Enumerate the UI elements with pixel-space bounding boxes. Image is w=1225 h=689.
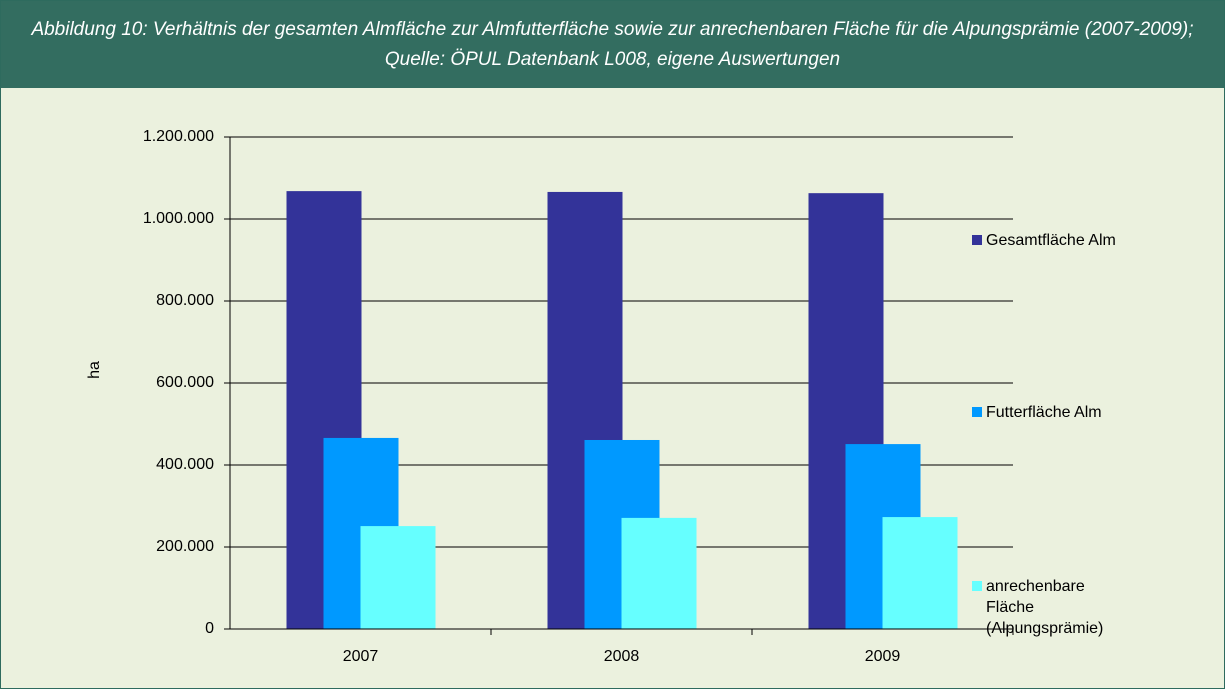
y-tick-label: 1.000.000	[143, 210, 214, 227]
legend-label: anrechenbare Fläche (Alpungsprämie)	[986, 578, 1104, 637]
legend-item: Gesamtfläche Alm	[972, 230, 1186, 251]
bar	[882, 517, 958, 629]
y-tick-label: 1.200.000	[143, 128, 214, 145]
y-tick-label: 200.000	[156, 538, 214, 555]
y-tick-label: 0	[205, 620, 214, 637]
y-tick-label: 400.000	[156, 456, 214, 473]
y-tick-label: 800.000	[156, 292, 214, 309]
legend-label: Gesamtfläche Alm	[986, 232, 1116, 249]
y-tick-label: 600.000	[156, 374, 214, 391]
legend-item: anrechenbare Fläche (Alpungsprämie)	[972, 576, 1136, 639]
chart-title: Abbildung 10: Verhältnis der gesamten Al…	[1, 1, 1224, 88]
legend-swatch	[972, 235, 982, 245]
bar	[621, 517, 697, 629]
legend-swatch	[972, 581, 982, 591]
legend-swatch	[972, 407, 982, 417]
bar	[360, 526, 436, 629]
x-tick-label: 2007	[343, 648, 379, 665]
x-tick-label: 2009	[865, 648, 901, 665]
legend-label: Futterfläche Alm	[986, 404, 1102, 421]
x-tick-label: 2008	[604, 648, 640, 665]
y-axis-label: ha	[86, 361, 103, 379]
legend-item: Futterfläche Alm	[972, 402, 1186, 423]
